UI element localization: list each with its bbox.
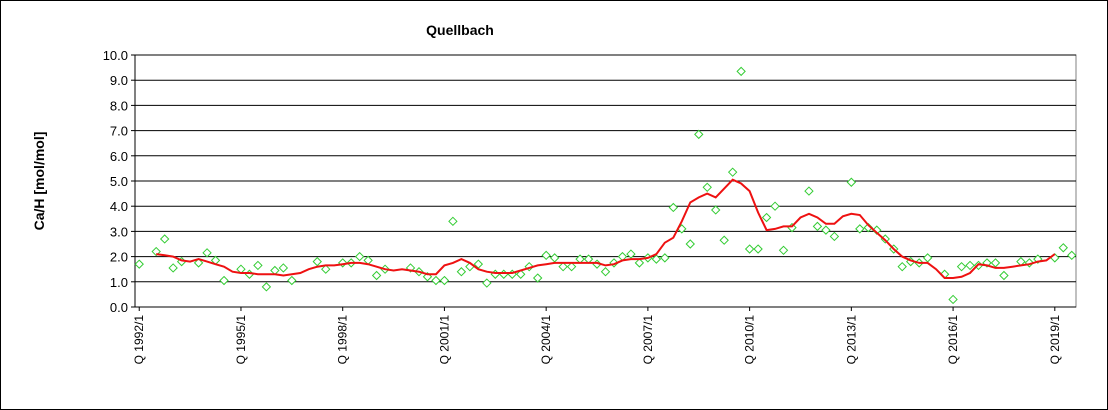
- data-point: [846, 177, 857, 187]
- y-tick-label: 3.0: [110, 224, 128, 239]
- data-point: [948, 294, 958, 305]
- data-point: [685, 239, 695, 249]
- data-point: [710, 205, 721, 215]
- data-point: [1067, 250, 1077, 261]
- data-point: [660, 253, 670, 263]
- data-point: [668, 202, 679, 213]
- data-point: [202, 248, 212, 258]
- data-point: [761, 212, 772, 223]
- y-tick-label: 10.0: [103, 48, 128, 63]
- data-point: [541, 250, 551, 261]
- y-tick-label: 6.0: [110, 149, 128, 164]
- data-point: [694, 129, 704, 140]
- data-point: [371, 270, 382, 281]
- data-point: [287, 275, 297, 286]
- data-point: [999, 270, 1009, 281]
- x-tick-label: Q 2019/1: [1048, 315, 1062, 365]
- data-point: [354, 251, 365, 262]
- data-point: [956, 261, 967, 272]
- data-point: [431, 275, 441, 286]
- data-point: [778, 245, 789, 256]
- data-point: [312, 256, 322, 267]
- data-point: [261, 282, 272, 292]
- data-point: [532, 273, 543, 283]
- data-point: [448, 216, 458, 227]
- data-point: [770, 201, 780, 211]
- data-point: [753, 244, 763, 254]
- y-tick-label: 1.0: [110, 275, 128, 290]
- data-point: [702, 182, 712, 193]
- x-tick-label: Q 2016/1: [946, 315, 960, 365]
- x-tick-label: Q 1998/1: [336, 315, 350, 365]
- data-point: [439, 275, 450, 286]
- x-tick-label: Q 2004/1: [539, 315, 553, 365]
- y-tick-label: 0.0: [110, 300, 128, 315]
- data-point: [193, 258, 204, 268]
- x-tick-label: Q 2013/1: [844, 315, 858, 365]
- data-point: [168, 263, 178, 273]
- data-point: [558, 261, 568, 272]
- data-point: [736, 66, 746, 77]
- data-point: [456, 267, 467, 277]
- data-point: [872, 225, 882, 235]
- y-tick-label: 7.0: [110, 124, 128, 139]
- data-point: [626, 249, 636, 259]
- data-point: [549, 253, 560, 263]
- data-point: [1058, 243, 1068, 253]
- x-tick-label: Q 2007/1: [641, 315, 655, 365]
- trend-line: [156, 178, 1056, 279]
- data-point: [134, 259, 144, 269]
- data-point: [897, 261, 907, 272]
- data-point: [804, 186, 814, 196]
- data-point: [600, 267, 611, 277]
- data-point: [516, 269, 526, 279]
- data-point: [727, 167, 738, 177]
- data-point: [812, 221, 823, 232]
- data-point: [482, 278, 492, 288]
- x-tick-label: Q 1995/1: [234, 315, 248, 365]
- x-tick-label: Q 2001/1: [437, 315, 451, 365]
- y-tick-label: 8.0: [110, 98, 128, 113]
- data-point: [151, 246, 161, 257]
- y-tick-label: 2.0: [110, 250, 128, 265]
- x-tick-label: Q 2010/1: [743, 315, 757, 365]
- data-point: [829, 231, 840, 242]
- data-point: [422, 272, 433, 282]
- data-point: [821, 225, 831, 235]
- data-point: [744, 244, 755, 254]
- data-point: [566, 261, 577, 272]
- data-point: [159, 234, 170, 244]
- data-point: [965, 260, 975, 271]
- data-point: [1024, 258, 1035, 268]
- data-point: [253, 260, 263, 271]
- data-point: [219, 275, 229, 286]
- data-point: [651, 254, 662, 264]
- y-tick-label: 9.0: [110, 73, 128, 88]
- data-point: [719, 235, 729, 245]
- y-axis-title: Ca/H [mol/mol]: [31, 132, 47, 231]
- data-point: [321, 264, 331, 274]
- y-tick-label: 4.0: [110, 199, 128, 214]
- data-point: [278, 263, 289, 273]
- data-point: [922, 253, 933, 263]
- y-tick-label: 5.0: [110, 174, 128, 189]
- x-tick-label: Q 1992/1: [132, 315, 146, 365]
- data-point: [609, 258, 619, 268]
- chart-title: Quellbach: [426, 22, 494, 38]
- data-point: [634, 258, 645, 268]
- data-point: [855, 224, 865, 234]
